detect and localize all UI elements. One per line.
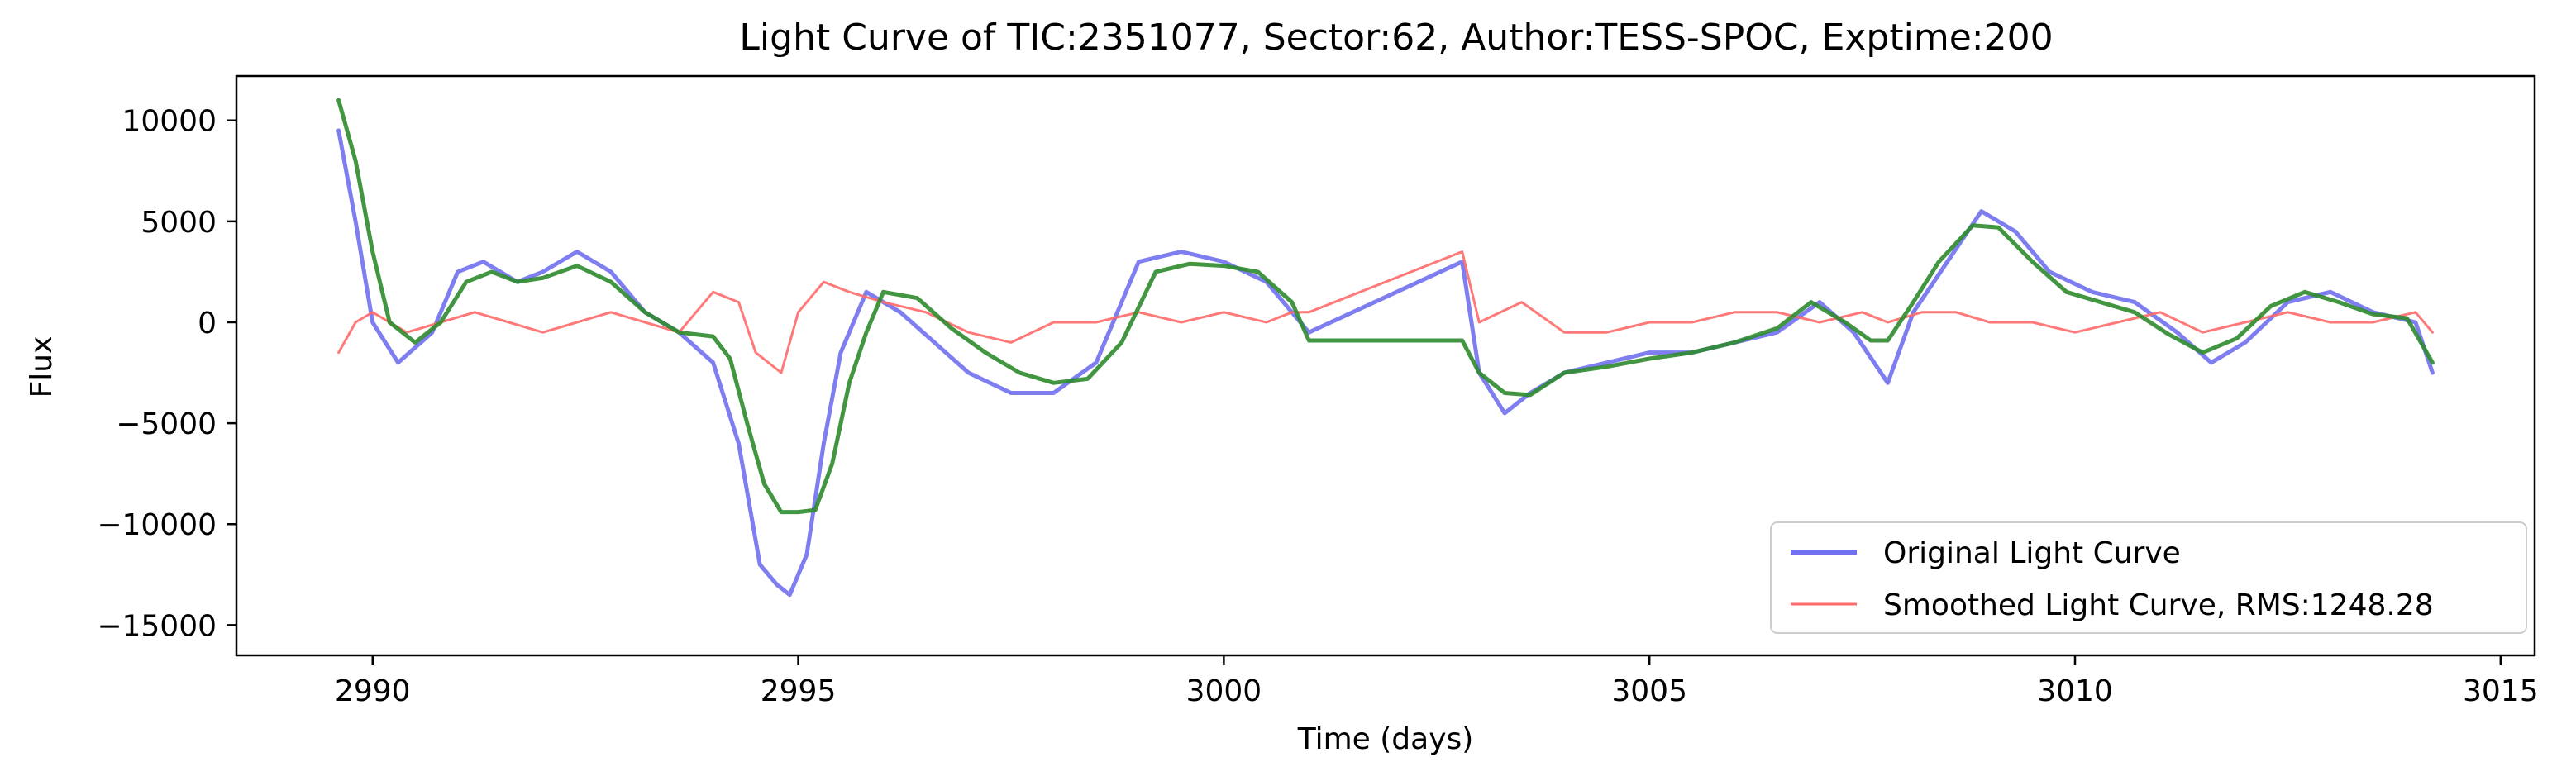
y-tick-label: 10000 bbox=[122, 105, 217, 139]
y-tick-label: 0 bbox=[198, 307, 217, 340]
y-tick-label: −10000 bbox=[97, 508, 217, 542]
plot-frame bbox=[235, 74, 2536, 657]
x-tick-label: 2995 bbox=[761, 674, 837, 708]
legend-box bbox=[1770, 521, 2527, 634]
x-tick-label: 3005 bbox=[1611, 674, 1687, 708]
x-axis-label: Time (days) bbox=[1297, 722, 1474, 756]
y-tick-label: 5000 bbox=[141, 206, 217, 240]
y-axis-label: Flux bbox=[25, 336, 59, 398]
y-tick-label: −15000 bbox=[97, 609, 217, 643]
legend-label-smoothed: Smoothed Light Curve, RMS:1248.28 bbox=[1883, 588, 2434, 622]
x-tick-label: 3015 bbox=[2463, 674, 2539, 708]
series-line-original bbox=[336, 128, 2435, 598]
x-axis: 2990 2995 3000 3005 3010 3015 bbox=[335, 655, 2539, 708]
y-axis: −15000 −10000 −5000 0 5000 10000 bbox=[97, 105, 236, 643]
x-tick-label: 2990 bbox=[335, 674, 411, 708]
x-tick-label: 3010 bbox=[2037, 674, 2113, 708]
series-layer bbox=[336, 98, 2435, 598]
x-tick-label: 3000 bbox=[1186, 674, 1262, 708]
chart-title: Light Curve of TIC:2351077, Sector:62, A… bbox=[739, 17, 2053, 59]
legend: Original Light Curve Smoothed Light Curv… bbox=[1770, 521, 2527, 634]
series-line-trend bbox=[336, 98, 2435, 515]
series-line-smoothed bbox=[337, 250, 2434, 374]
y-tick-label: −5000 bbox=[116, 407, 217, 441]
legend-label-original: Original Light Curve bbox=[1883, 536, 2181, 570]
